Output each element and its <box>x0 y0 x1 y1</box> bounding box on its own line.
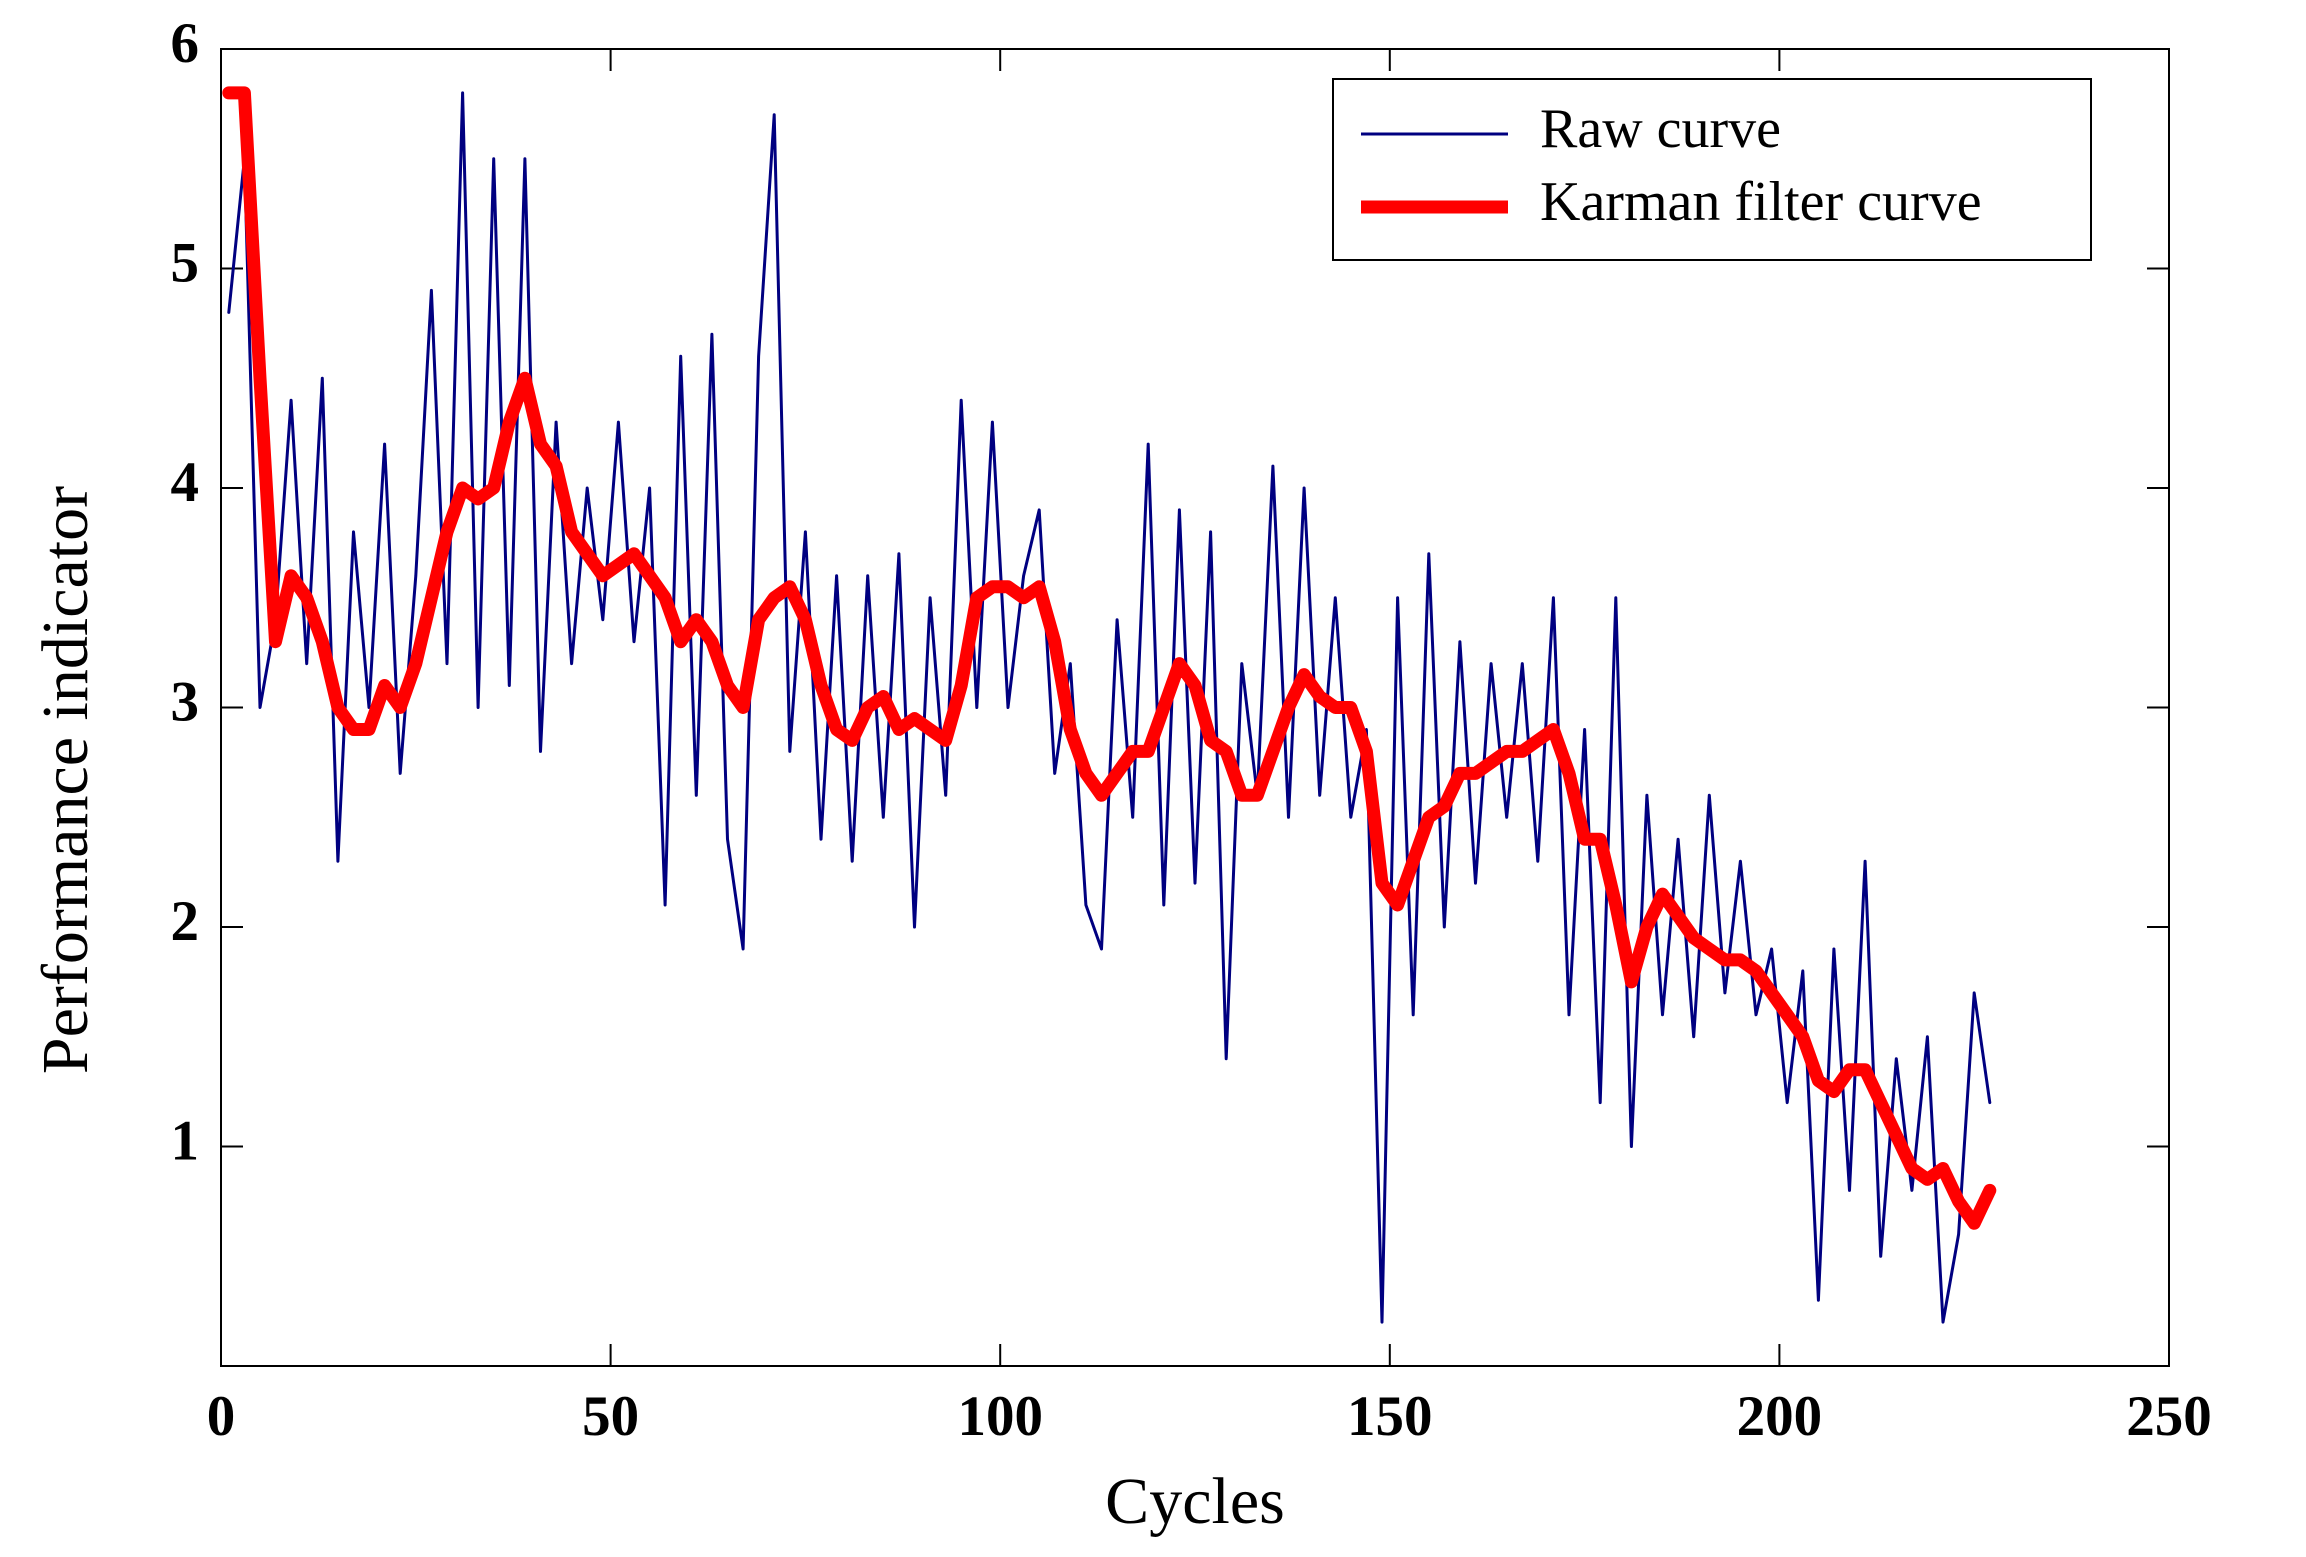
x-tick-label: 250 <box>2126 1385 2212 1448</box>
x-tick-label: 200 <box>1737 1385 1823 1448</box>
y-tick-label: 2 <box>171 890 200 953</box>
x-tick-label: 100 <box>957 1385 1043 1448</box>
y-tick-label: 3 <box>171 671 200 734</box>
y-tick-label: 4 <box>171 451 200 514</box>
legend-label: Raw curve <box>1540 98 1781 160</box>
y-tick-label: 6 <box>171 12 200 75</box>
legend: Raw curve Karman filter curve <box>1332 78 2092 261</box>
x-tick-label: 150 <box>1347 1385 1433 1448</box>
legend-label: Karman filter curve <box>1540 171 1982 233</box>
y-tick-label: 5 <box>171 232 200 295</box>
x-tick-label: 50 <box>582 1385 639 1448</box>
line-series <box>222 86 1997 1230</box>
x-axis-label: Cycles <box>1105 1465 1285 1538</box>
y-axis-label: Performance indicator <box>29 486 102 1074</box>
x-tick-label: 0 <box>207 1385 236 1448</box>
y-tick-label: 1 <box>171 1110 200 1173</box>
legend-box <box>1332 78 2092 261</box>
